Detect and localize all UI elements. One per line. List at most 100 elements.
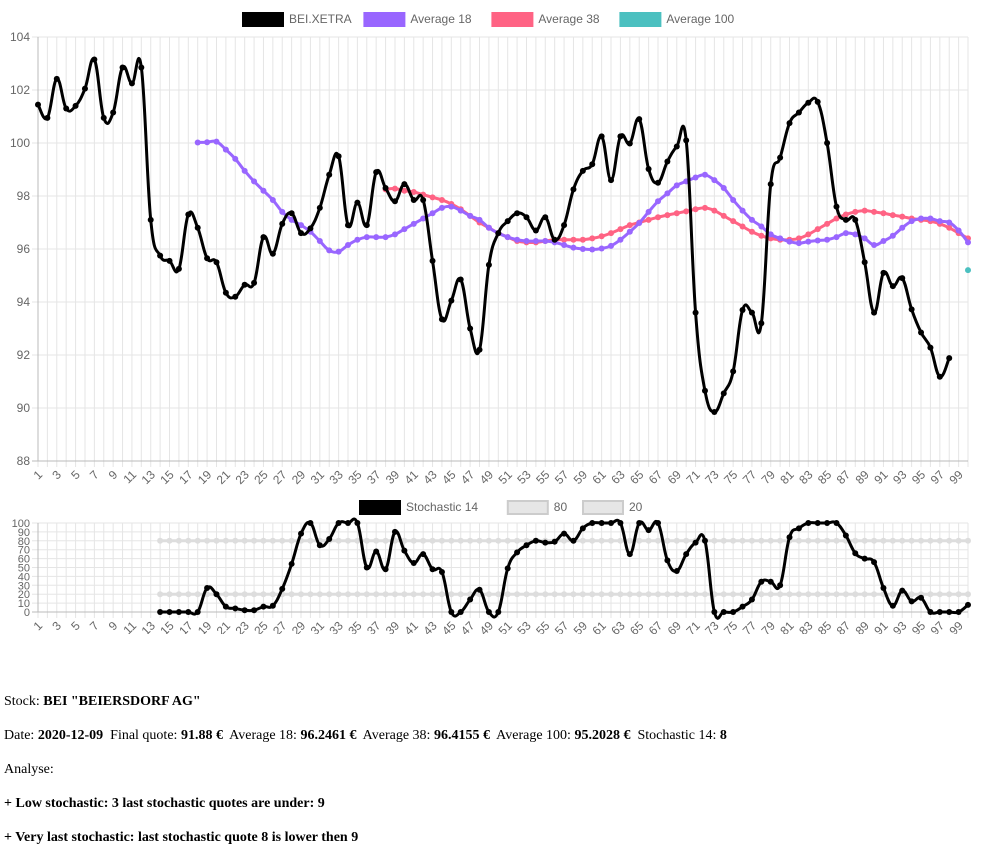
price-point-average-18: [608, 242, 615, 249]
price-point-average-18: [927, 215, 934, 222]
price-point-average-18: [251, 178, 258, 185]
price-x-tick-label: 7: [87, 467, 102, 482]
price-point-average-38: [683, 208, 690, 215]
stochastic-x-tick-label: 63: [608, 618, 628, 634]
price-y-tick-label: 102: [10, 83, 30, 97]
stochastic-x-tick-label: 31: [308, 618, 328, 634]
stochastic-point-80: [354, 537, 361, 544]
stochastic-point-80: [157, 537, 164, 544]
stochastic-legend-label: Stochastic 14: [406, 500, 478, 514]
stochastic-point-80: [363, 537, 370, 544]
stochastic-point-80: [645, 537, 652, 544]
stochastic-point-80: [871, 537, 878, 544]
price-x-tick-label: 43: [420, 467, 440, 487]
stochastic-point-20: [786, 591, 793, 598]
price-point-average-18: [767, 231, 774, 238]
stochastic-point-stochastic-14: [889, 602, 896, 609]
price-point-average-18: [701, 171, 708, 178]
price-x-tick-label: 29: [289, 467, 309, 487]
stochastic-point-stochastic-14: [589, 520, 596, 526]
price-point-average-38: [861, 207, 868, 214]
price-point-average-18: [946, 219, 953, 226]
stochastic-point-stochastic-14: [485, 609, 492, 615]
price-point-average-38: [438, 196, 445, 203]
stochastic-point-stochastic-14: [269, 602, 276, 609]
price-point-bei-xetra: [485, 261, 492, 268]
price-x-tick-label: 51: [496, 467, 516, 487]
price-point-average-18: [345, 242, 351, 249]
stochastic-point-stochastic-14: [692, 539, 699, 546]
stochastic-point-stochastic-14: [946, 609, 953, 615]
stochastic-legend-label: 80: [554, 500, 568, 514]
price-point-bei-xetra: [373, 169, 380, 176]
price-point-bei-xetra: [157, 252, 164, 259]
stochastic-point-stochastic-14: [457, 609, 464, 615]
price-x-tick-label: 3: [49, 467, 64, 482]
price-line-bei-xetra: [36, 56, 951, 414]
price-point-average-18: [279, 208, 286, 215]
price-x-tick-label: 87: [834, 467, 854, 487]
stochastic-point-stochastic-14: [316, 542, 323, 549]
stochastic-point-80: [889, 537, 896, 544]
price-point-bei-xetra: [269, 250, 276, 257]
stochastic-point-20: [288, 591, 295, 598]
stochastic-series-stochastic-14: [157, 517, 971, 620]
stochastic-x-tick-label: 41: [402, 618, 422, 634]
stochastic-x-tick-label: 65: [627, 618, 647, 634]
price-point-bei-xetra: [504, 218, 511, 225]
stochastic-point-20: [542, 591, 549, 598]
stochastic-point-stochastic-14: [833, 520, 840, 526]
price-point-average-18: [899, 224, 906, 231]
price-point-bei-xetra: [701, 387, 708, 394]
price-point-average-38: [711, 207, 718, 214]
stochastic-point-stochastic-14: [251, 607, 258, 614]
price-y-tick-label: 98: [17, 189, 31, 203]
price-point-average-18: [523, 238, 530, 245]
stochastic-x-tick-label: 37: [364, 618, 384, 634]
stochastic-point-20: [655, 591, 661, 598]
price-point-average-38: [626, 222, 633, 229]
price-point-bei-xetra: [805, 99, 812, 106]
price-point-average-18: [936, 218, 943, 225]
price-point-bei-xetra: [401, 181, 408, 188]
price-legend-label: Average 18: [410, 12, 471, 26]
price-x-tick-label: 79: [759, 467, 779, 487]
stochastic-legend-item-20: 20: [582, 500, 643, 515]
price-x-tick-label: 27: [270, 467, 290, 487]
stochastic-point-20: [579, 591, 586, 598]
price-point-average-18: [730, 196, 737, 203]
stochastic-point-20: [767, 591, 774, 598]
stochastic-x-tick-label: 71: [683, 618, 703, 634]
stochastic-point-stochastic-14: [579, 525, 586, 532]
stochastic-point-stochastic-14: [288, 560, 295, 567]
stochastic-point-stochastic-14: [232, 605, 239, 612]
stochastic-point-stochastic-14: [420, 551, 427, 558]
stochastic-x-tick-label: 47: [458, 618, 478, 634]
price-point-average-18: [833, 234, 840, 241]
stochastic-point-20: [335, 591, 342, 598]
price-point-average-18: [204, 139, 211, 146]
stock-line: Stock: BEI "BEIERSDORF AG": [4, 694, 201, 710]
price-point-average-38: [570, 236, 577, 243]
stochastic-point-20: [861, 591, 868, 598]
stochastic-x-tick-label: 5: [68, 618, 83, 633]
stochastic-point-stochastic-14: [373, 548, 380, 555]
price-point-average-18: [579, 246, 586, 252]
price-point-average-38: [664, 212, 671, 219]
stochastic-point-80: [664, 537, 671, 544]
price-point-average-18: [955, 227, 962, 234]
stock-label: Stock:: [4, 694, 40, 709]
price-point-bei-xetra: [673, 143, 680, 150]
price-point-average-18: [880, 238, 887, 245]
price-point-average-18: [467, 212, 474, 219]
stochastic-x-tick-label: 91: [871, 618, 891, 634]
stochastic-point-80: [260, 537, 267, 544]
stochastic-point-20: [495, 591, 502, 598]
stochastic-point-20: [626, 591, 633, 598]
price-point-average-18: [786, 238, 793, 245]
price-point-bei-xetra: [598, 133, 605, 140]
stochastic-point-stochastic-14: [504, 565, 511, 572]
price-point-average-38: [739, 223, 746, 230]
price-point-average-38: [429, 194, 436, 201]
stochastic-legend-label: 20: [629, 500, 643, 514]
